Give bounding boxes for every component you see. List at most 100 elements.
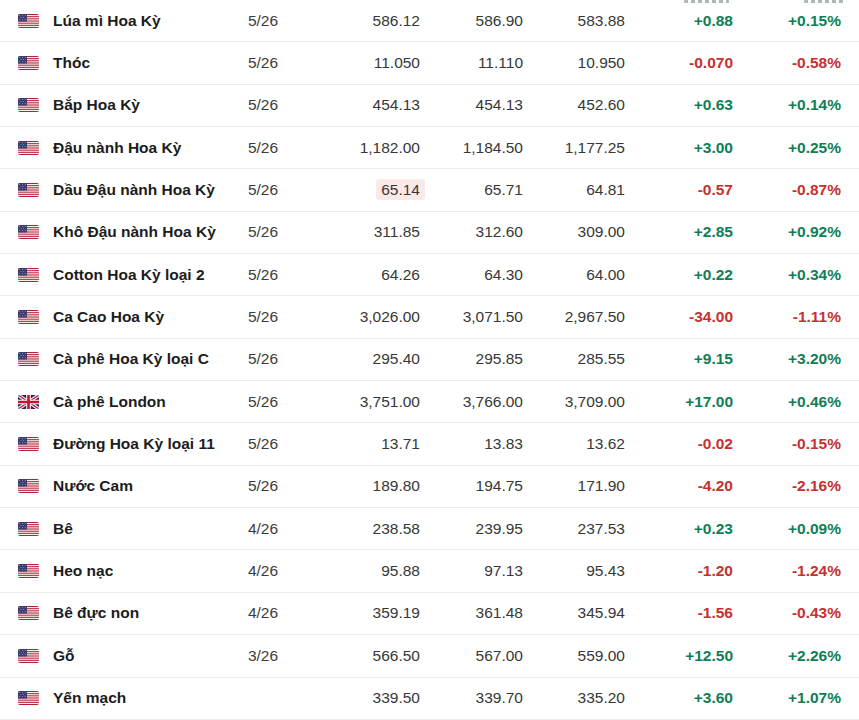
- commodity-name-cell: Bê đực non: [18, 604, 218, 622]
- low-price: 345.94: [523, 604, 625, 622]
- us-flag-icon: [18, 225, 39, 239]
- table-row[interactable]: Nước Cam 5/26 189.80 194.75 171.90 -4.20…: [0, 466, 859, 508]
- commodity-name-cell: Cà phê Hoa Kỳ loại C: [18, 350, 218, 368]
- low-price: 95.43: [523, 562, 625, 580]
- commodity-name: Dầu Đậu nành Hoa Kỳ: [53, 181, 215, 199]
- last-price-cell: 95.88: [308, 562, 420, 580]
- last-price-cell: 13.71: [308, 435, 420, 453]
- high-price: 312.60: [420, 223, 523, 241]
- table-row[interactable]: Ca Cao Hoa Kỳ 5/26 3,026.00 3,071.50 2,9…: [0, 296, 859, 338]
- commodity-name-cell: Lúa mì Hoa Kỳ: [18, 12, 218, 30]
- table-row[interactable]: Bắp Hoa Kỳ 5/26 454.13 454.13 452.60 +0.…: [0, 85, 859, 127]
- change-percent: +0.92%: [733, 223, 841, 241]
- cropped-row-remnant: [804, 0, 844, 3]
- us-flag-icon: [18, 437, 39, 451]
- table-row[interactable]: Cà phê London 5/26 3,751.00 3,766.00 3,7…: [0, 381, 859, 423]
- us-flag-icon: [18, 98, 39, 112]
- last-price: 13.71: [381, 435, 420, 452]
- high-price: 13.83: [420, 435, 523, 453]
- table-row[interactable]: Lúa mì Hoa Kỳ 5/26 586.12 586.90 583.88 …: [0, 0, 859, 42]
- change-percent: +3.20%: [733, 350, 841, 368]
- high-price: 65.71: [420, 181, 523, 199]
- last-price-cell: 1,182.00: [308, 139, 420, 157]
- commodity-name-cell: Dầu Đậu nành Hoa Kỳ: [18, 181, 218, 199]
- us-flag-icon: [18, 310, 39, 324]
- commodity-name-cell: Nước Cam: [18, 477, 218, 495]
- change-percent: -0.43%: [733, 604, 841, 622]
- commodity-name-cell: Cà phê London: [18, 393, 218, 411]
- last-price-cell: 359.19: [308, 604, 420, 622]
- last-price: 3,751.00: [360, 393, 420, 410]
- contract-month: 5/26: [218, 181, 308, 199]
- last-price: 1,182.00: [360, 139, 420, 156]
- last-price: 586.12: [373, 12, 420, 29]
- last-price-cell: 65.14: [308, 181, 420, 199]
- last-price: 3,026.00: [360, 308, 420, 325]
- commodity-name: Lúa mì Hoa Kỳ: [53, 12, 161, 30]
- table-row[interactable]: Cotton Hoa Kỳ loại 2 5/26 64.26 64.30 64…: [0, 254, 859, 296]
- last-price-cell: 339.50: [308, 689, 420, 707]
- high-price: 1,184.50: [420, 139, 523, 157]
- commodity-name-cell: Bắp Hoa Kỳ: [18, 96, 218, 114]
- commodity-name: Khô Đậu nành Hoa Kỳ: [53, 223, 216, 241]
- change-percent: +2.26%: [733, 647, 841, 665]
- table-row[interactable]: Đường Hoa Kỳ loại 11 5/26 13.71 13.83 13…: [0, 423, 859, 465]
- change-percent: +1.07%: [733, 689, 841, 707]
- change-percent: +0.25%: [733, 139, 841, 157]
- contract-month: 5/26: [218, 350, 308, 368]
- last-price-cell: 11.050: [308, 54, 420, 72]
- us-flag-icon: [18, 183, 39, 197]
- us-flag-icon: [18, 564, 39, 578]
- last-price: 64.26: [381, 266, 420, 283]
- change-percent: +0.15%: [733, 12, 841, 30]
- low-price: 285.55: [523, 350, 625, 368]
- table-row[interactable]: Bê 4/26 238.58 239.95 237.53 +0.23 +0.09…: [0, 508, 859, 550]
- table-row[interactable]: Cà phê Hoa Kỳ loại C 5/26 295.40 295.85 …: [0, 339, 859, 381]
- change-value: +0.63: [625, 96, 733, 114]
- contract-month: 5/26: [218, 477, 308, 495]
- uk-flag-icon: [18, 395, 39, 409]
- high-price: 64.30: [420, 266, 523, 284]
- high-price: 239.95: [420, 520, 523, 538]
- change-percent: +0.46%: [733, 393, 841, 411]
- table-row[interactable]: Yến mạch 339.50 339.70 335.20 +3.60 +1.0…: [0, 678, 859, 720]
- last-price: 295.40: [373, 350, 420, 367]
- last-price: 311.85: [374, 223, 420, 240]
- change-percent: +0.14%: [733, 96, 841, 114]
- table-row[interactable]: Khô Đậu nành Hoa Kỳ 5/26 311.85 312.60 3…: [0, 212, 859, 254]
- contract-month: 3/26: [218, 647, 308, 665]
- last-price-cell: 3,026.00: [308, 308, 420, 326]
- change-percent: +0.09%: [733, 520, 841, 538]
- change-value: +3.60: [625, 689, 733, 707]
- table-row[interactable]: Gỗ 3/26 566.50 567.00 559.00 +12.50 +2.2…: [0, 635, 859, 677]
- us-flag-icon: [18, 56, 39, 70]
- us-flag-icon: [18, 141, 39, 155]
- table-row[interactable]: Heo nạc 4/26 95.88 97.13 95.43 -1.20 -1.…: [0, 550, 859, 592]
- commodity-name-cell: Khô Đậu nành Hoa Kỳ: [18, 223, 218, 241]
- commodity-name-cell: Yến mạch: [18, 689, 218, 707]
- commodity-name: Cà phê Hoa Kỳ loại C: [53, 350, 209, 368]
- last-price: 339.50: [373, 689, 420, 706]
- contract-month: 5/26: [218, 12, 308, 30]
- contract-month: 5/26: [218, 435, 308, 453]
- contract-month: 5/26: [218, 223, 308, 241]
- change-value: +0.88: [625, 12, 733, 30]
- change-percent: -2.16%: [733, 477, 841, 495]
- commodity-name: Đậu nành Hoa Kỳ: [53, 139, 181, 157]
- table-row[interactable]: Đậu nành Hoa Kỳ 5/26 1,182.00 1,184.50 1…: [0, 127, 859, 169]
- change-value: -0.070: [625, 54, 733, 72]
- change-value: +17.00: [625, 393, 733, 411]
- commodity-name-cell: Ca Cao Hoa Kỳ: [18, 308, 218, 326]
- low-price: 309.00: [523, 223, 625, 241]
- high-price: 454.13: [420, 96, 523, 114]
- table-row[interactable]: Dầu Đậu nành Hoa Kỳ 5/26 65.14 65.71 64.…: [0, 169, 859, 211]
- table-row[interactable]: Bê đực non 4/26 359.19 361.48 345.94 -1.…: [0, 593, 859, 635]
- change-value: -0.57: [625, 181, 733, 199]
- low-price: 171.90: [523, 477, 625, 495]
- commodity-name-cell: Đường Hoa Kỳ loại 11: [18, 435, 218, 453]
- last-price-cell: 238.58: [308, 520, 420, 538]
- low-price: 1,177.25: [523, 139, 625, 157]
- contract-month: 5/26: [218, 139, 308, 157]
- table-row[interactable]: Thóc 5/26 11.050 11.110 10.950 -0.070 -0…: [0, 42, 859, 84]
- change-value: +9.15: [625, 350, 733, 368]
